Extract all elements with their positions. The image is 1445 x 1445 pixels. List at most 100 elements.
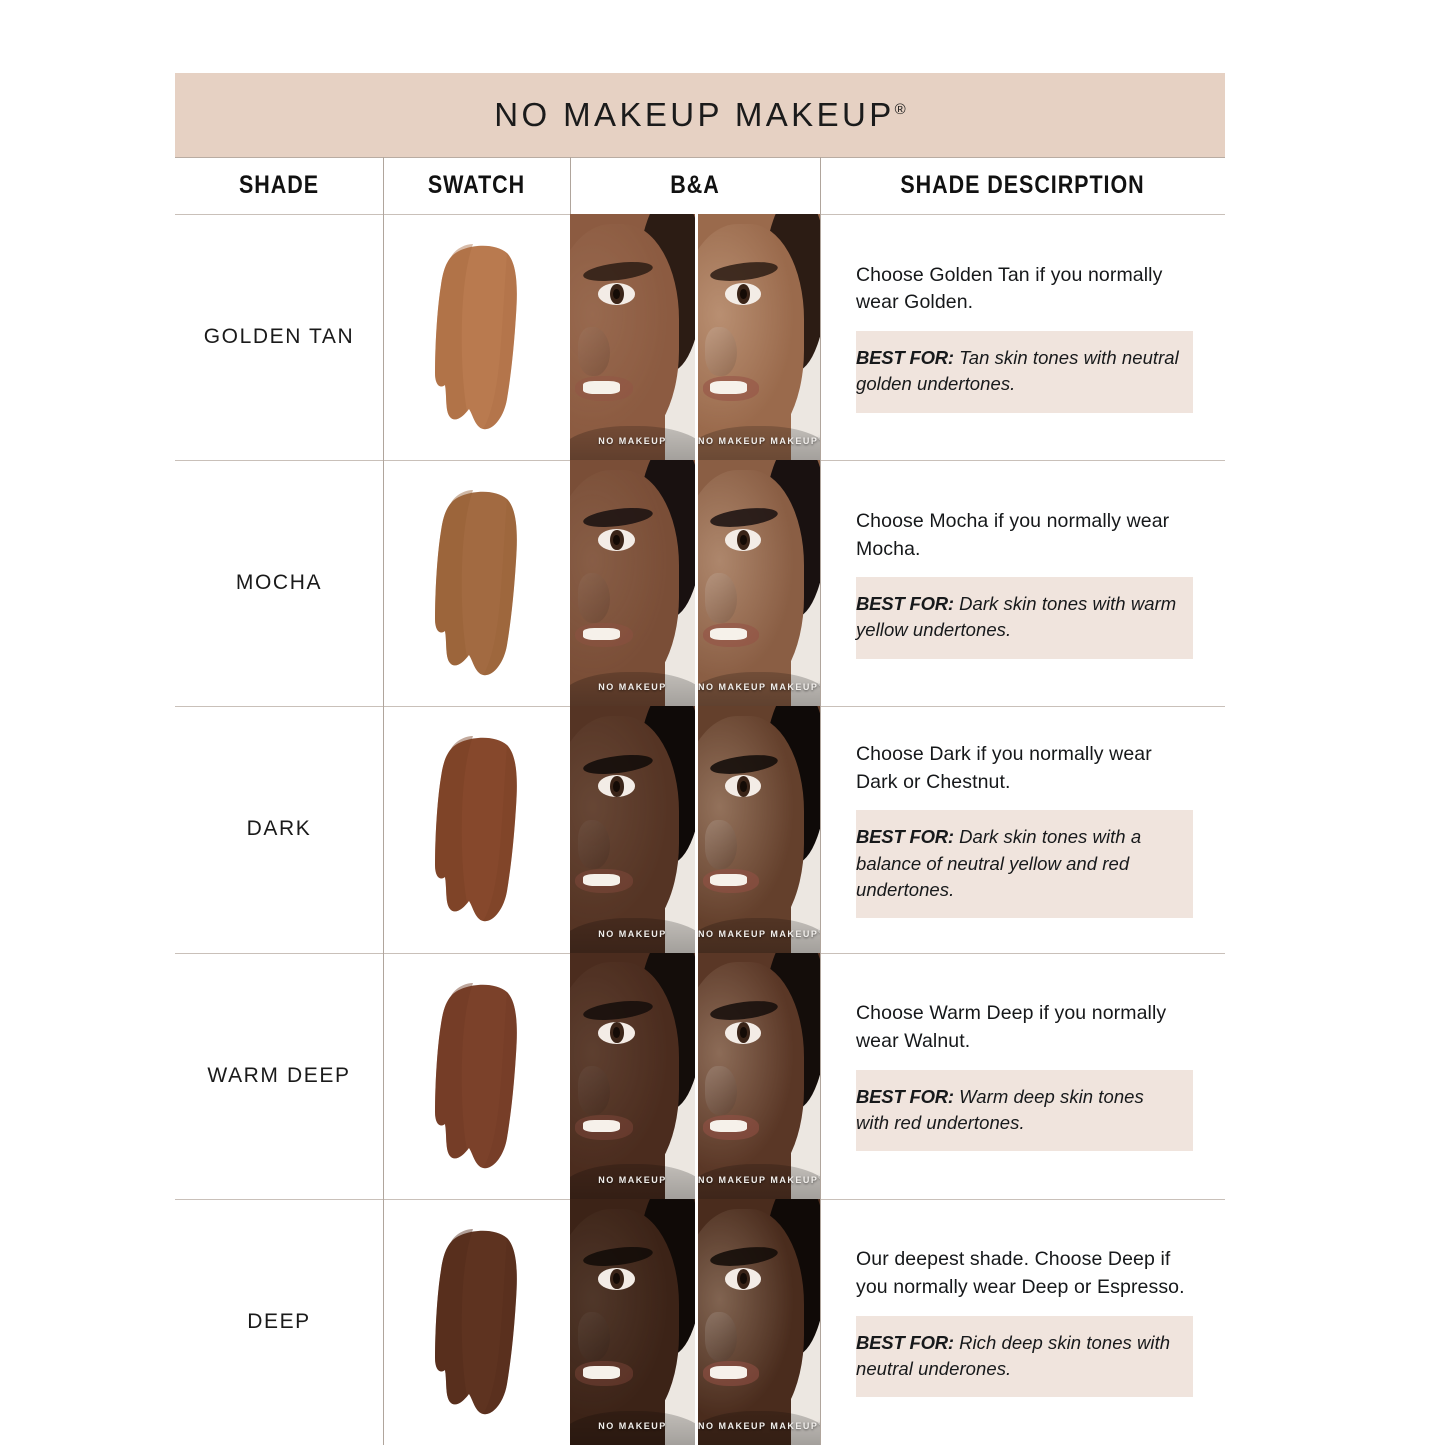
- nose-shape: [705, 573, 738, 623]
- cell-description: Choose Warm Deep if you normally wear Wa…: [820, 953, 1225, 1199]
- best-for-value: Tan skin tones with neutral golden under…: [856, 347, 1179, 395]
- table-row-divider: [175, 157, 1225, 158]
- swatch-stroke: [434, 244, 517, 430]
- description-text: Choose Golden Tan if you normally wear G…: [856, 263, 1163, 314]
- nose-shape: [577, 1065, 610, 1116]
- cheek-shape: [698, 962, 805, 1189]
- before-caption: NO MAKEUP: [598, 1174, 667, 1185]
- before-photo: NO MAKEUP: [570, 952, 695, 1199]
- shoulder-shape: [698, 1164, 820, 1199]
- face-illustration: [570, 460, 695, 707]
- shade-name-label: DEEP: [247, 1309, 311, 1333]
- column-header-description: SHADE DESCIRPTION: [900, 171, 1145, 199]
- cell-before-after: NO MAKEUP NO MAKEUP MAKEUP®: [570, 214, 820, 461]
- pupil-shape: [613, 1273, 620, 1285]
- before-after-pair: NO MAKEUP NO MAKEUP MAKEUP®: [570, 460, 820, 707]
- before-photo: NO MAKEUP: [570, 1198, 695, 1445]
- nose-shape: [577, 327, 610, 377]
- after-caption: NO MAKEUP MAKEUP®: [698, 1421, 820, 1431]
- best-for-text: BEST FOR: Warm deep skin tones with red …: [856, 1084, 1179, 1137]
- after-caption: NO MAKEUP MAKEUP®: [698, 1175, 820, 1185]
- table-column-divider: [383, 157, 384, 1445]
- best-for-block: BEST FOR: Tan skin tones with neutral go…: [856, 331, 1193, 413]
- face-illustration: [570, 706, 695, 953]
- teeth-shape: [582, 873, 620, 887]
- pupil-shape: [740, 781, 747, 792]
- swatch-stroke: [434, 736, 517, 922]
- header-banner: NO MAKEUP MAKEUP®: [175, 73, 1225, 157]
- best-for-block: BEST FOR: Warm deep skin tones with red …: [856, 1069, 1193, 1152]
- registered-mark-icon: ®: [894, 101, 906, 118]
- before-photo: NO MAKEUP: [570, 706, 695, 953]
- after-photo: NO MAKEUP MAKEUP®: [695, 706, 820, 953]
- before-photo: NO MAKEUP: [570, 214, 695, 461]
- cell-before-after: NO MAKEUP NO MAKEUP MAKEUP®: [570, 1198, 820, 1445]
- pupil-shape: [613, 288, 620, 300]
- table-header-row: SHADE SWATCH B&A SHADE DESCIRPTION: [175, 157, 1225, 214]
- pupil-shape: [740, 1027, 747, 1038]
- before-caption: NO MAKEUP: [598, 928, 667, 939]
- face-illustration: [570, 952, 695, 1199]
- before-photo: NO MAKEUP: [570, 460, 695, 707]
- cell-swatch: [383, 460, 570, 706]
- best-for-value: Warm deep skin tones with red undertones…: [856, 1085, 1144, 1133]
- eye-shape: [724, 1267, 762, 1290]
- page-title-text: NO MAKEUP MAKEUP: [494, 96, 895, 133]
- pupil-shape: [740, 534, 747, 546]
- after-caption-text: NO MAKEUP MAKEUP: [698, 436, 819, 447]
- nose-shape: [577, 819, 610, 869]
- nose-shape: [577, 573, 610, 623]
- cell-swatch: [383, 706, 570, 952]
- after-caption-text: NO MAKEUP MAKEUP: [698, 1174, 819, 1185]
- table-row: WARM DEEP NO MAKEUP: [175, 952, 1225, 1199]
- face-illustration: [570, 214, 695, 461]
- best-for-block: BEST FOR: Dark skin tones with warm yell…: [856, 577, 1193, 659]
- before-after-pair: NO MAKEUP NO MAKEUP MAKEUP®: [570, 214, 820, 461]
- after-caption-mark: ®: [818, 436, 820, 442]
- eye-shape: [597, 1267, 635, 1290]
- shade-table: SHADE SWATCH B&A SHADE DESCIRPTION GOLDE…: [175, 157, 1225, 1445]
- table-row: DEEP NO MAKEUP: [175, 1198, 1225, 1445]
- nose-shape: [705, 327, 738, 377]
- before-after-pair: NO MAKEUP NO MAKEUP MAKEUP®: [570, 952, 820, 1199]
- teeth-shape: [710, 1120, 747, 1133]
- shoulder-shape: [570, 1164, 695, 1199]
- best-for-text: BEST FOR: Dark skin tones with warm yell…: [856, 591, 1179, 644]
- cell-shade-name: GOLDEN TAN: [175, 214, 383, 460]
- column-header-shade: SHADE: [238, 171, 319, 199]
- teeth-shape: [582, 627, 620, 640]
- best-for-value: Dark skin tones with a balance of neutra…: [856, 826, 1142, 900]
- after-caption-mark: ®: [818, 929, 820, 935]
- pupil-shape: [740, 1273, 747, 1285]
- teeth-shape: [582, 1366, 620, 1379]
- eye-shape: [597, 529, 635, 552]
- best-for-label: BEST FOR:: [856, 1085, 954, 1107]
- best-for-text: BEST FOR: Tan skin tones with neutral go…: [856, 345, 1179, 398]
- description-text: Choose Warm Deep if you normally wear Wa…: [856, 1002, 1167, 1052]
- table-row: GOLDEN TAN NO MAKEUP: [175, 214, 1225, 461]
- teeth-shape: [582, 381, 620, 394]
- shade-name-label: WARM DEEP: [207, 1063, 351, 1087]
- swatch-stroke: [434, 1228, 517, 1415]
- face-illustration: [698, 952, 820, 1199]
- after-caption: NO MAKEUP MAKEUP®: [698, 929, 820, 939]
- eye-shape: [724, 529, 762, 552]
- page-title: NO MAKEUP MAKEUP®: [494, 96, 905, 134]
- cheek-shape: [570, 962, 679, 1189]
- cell-before-after: NO MAKEUP NO MAKEUP MAKEUP®: [570, 706, 820, 953]
- after-photo: NO MAKEUP MAKEUP®: [695, 1198, 820, 1445]
- after-caption-text: NO MAKEUP MAKEUP: [698, 928, 819, 939]
- after-caption-mark: ®: [818, 682, 820, 688]
- shoulder-shape: [698, 918, 820, 953]
- shoulder-shape: [698, 1410, 820, 1445]
- before-caption: NO MAKEUP: [598, 682, 667, 693]
- nose-shape: [705, 819, 738, 869]
- best-for-label: BEST FOR:: [856, 826, 954, 848]
- description-text: Choose Dark if you normally wear Dark or…: [856, 742, 1152, 793]
- nose-shape: [705, 1312, 738, 1362]
- best-for-label: BEST FOR:: [856, 1331, 954, 1353]
- nose-shape: [577, 1312, 610, 1362]
- after-caption: NO MAKEUP MAKEUP®: [698, 436, 820, 446]
- swatch-stroke: [434, 490, 517, 676]
